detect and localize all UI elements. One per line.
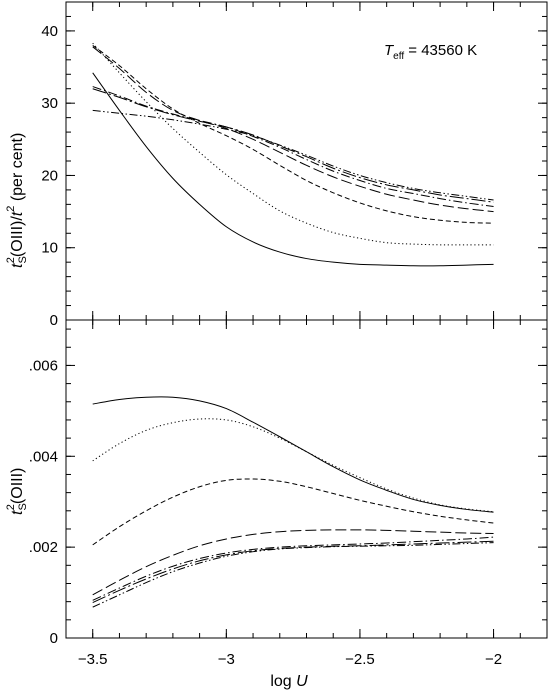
y-tick-label: 10: [41, 240, 58, 257]
y-tick-label: 30: [41, 95, 58, 112]
x-axis-label: log U: [270, 673, 308, 690]
series-line-short-dash: [92, 44, 494, 224]
series-line-dash-dot-dot: [92, 109, 494, 201]
bottom-panel-y-tick-labels: 0 .002 .004 .006: [29, 357, 58, 647]
series-line-long-dash-dot: [92, 88, 494, 203]
series-line-dotted: [92, 42, 494, 246]
ylabel-sub-s: S: [17, 503, 29, 510]
series-line-short-dash: [92, 478, 494, 546]
bottom-panel-ticks: [65, 320, 548, 639]
ylabel-sup: 2: [5, 257, 17, 263]
x-label-variable: U: [296, 673, 308, 690]
teff-annotation: Teff = 43560 K: [384, 42, 477, 62]
ylabel-sup: 2: [5, 504, 17, 510]
teff-subscript: eff: [393, 51, 404, 62]
bottom-panel-series: [92, 396, 494, 608]
bottom-panel-frame: [65, 319, 548, 639]
y-tick-label: .004: [29, 448, 58, 465]
ylabel-t: t: [9, 510, 26, 515]
top-panel-series: [92, 42, 494, 267]
x-tick-label: −3: [218, 651, 235, 668]
series-line-solid: [92, 396, 494, 513]
series-line-dotted: [92, 418, 494, 513]
y-tick-label: 0: [50, 630, 58, 647]
y-tick-label: 0: [50, 312, 58, 329]
y-tick-label: .006: [29, 357, 58, 374]
top-panel-ticks: [65, 1, 548, 321]
series-line-dash-dot: [92, 86, 494, 208]
ylabel-per-cent: (per cent): [9, 133, 26, 206]
ylabel-oiii: (OIII)/: [9, 216, 26, 257]
series-line-long-dash-dot: [92, 540, 494, 604]
ylabel-sub-s: S: [17, 256, 29, 263]
teff-value: = 43560 K: [404, 42, 477, 59]
x-label-prefix: log: [270, 673, 296, 690]
x-tick-label: −2.5: [345, 651, 375, 668]
series-line-dash-dot-dot: [92, 542, 494, 608]
series-line-dash-dot: [92, 536, 494, 601]
top-y-axis-label: tS2(OIII)/t2 (per cent): [5, 133, 29, 268]
series-line-long-dash: [92, 529, 494, 596]
bottom-y-axis-label: tS2(OIII): [5, 468, 29, 515]
series-line-long-dash: [92, 46, 494, 213]
ylabel-oiii: (OIII): [9, 468, 26, 504]
ylabel-t: t: [9, 263, 26, 268]
x-tick-labels: −3.5 −3 −2.5 −2: [78, 651, 502, 668]
top-panel-y-tick-labels: 0 10 20 30 40: [41, 23, 58, 329]
y-tick-label: 20: [41, 167, 58, 184]
x-tick-label: −2: [485, 651, 502, 668]
teff-symbol: T: [384, 42, 395, 59]
y-tick-label: 40: [41, 23, 58, 40]
ylabel-sup2: 2: [5, 206, 17, 212]
series-line-solid: [92, 72, 494, 267]
ylabel-t2: t: [9, 211, 26, 216]
x-tick-label: −3.5: [78, 651, 108, 668]
y-tick-label: .002: [29, 539, 58, 556]
